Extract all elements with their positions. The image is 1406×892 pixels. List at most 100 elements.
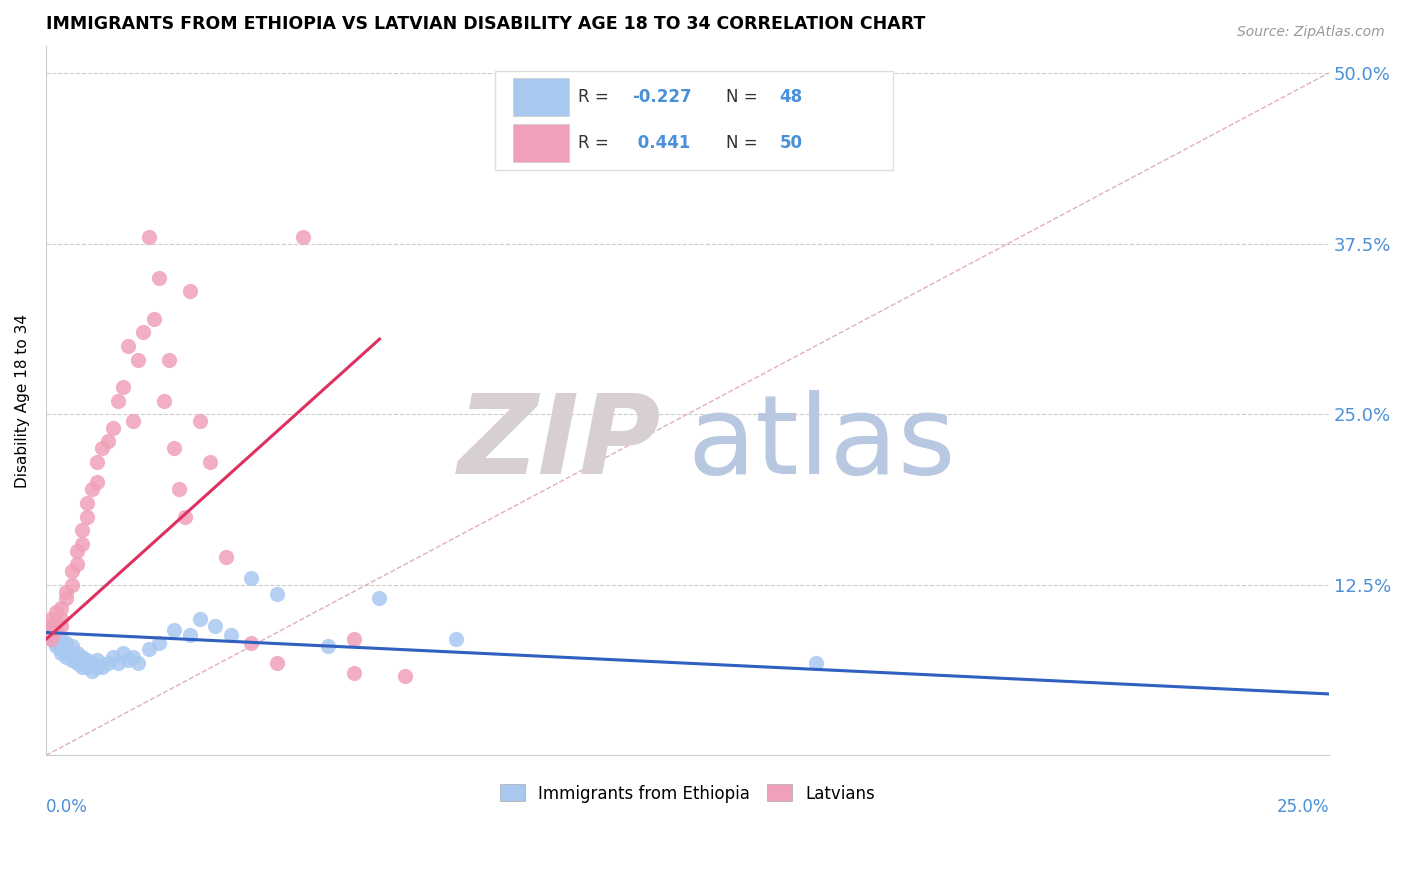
Point <box>45 623 67 637</box>
Point <box>39 632 62 647</box>
Point <box>204 618 226 632</box>
Point <box>70 523 93 537</box>
Point <box>76 653 98 667</box>
Point <box>96 434 118 449</box>
Point <box>188 612 211 626</box>
Point <box>60 653 83 667</box>
Point <box>91 659 114 673</box>
Point <box>394 669 416 683</box>
Point <box>107 393 129 408</box>
Point <box>138 641 160 656</box>
Point <box>55 591 77 606</box>
Point <box>55 636 77 650</box>
Point <box>804 656 827 670</box>
Point <box>51 601 73 615</box>
Point <box>142 311 165 326</box>
Point <box>266 656 288 670</box>
Point <box>66 656 89 670</box>
Point <box>127 352 149 367</box>
Point <box>179 285 201 299</box>
Point <box>343 666 366 681</box>
Point <box>51 612 73 626</box>
Point <box>45 625 67 640</box>
Text: 0.0%: 0.0% <box>46 798 87 816</box>
Point <box>169 482 191 496</box>
Point <box>38 625 60 640</box>
Point <box>55 650 77 665</box>
Point <box>291 229 314 244</box>
Point <box>39 623 62 637</box>
FancyBboxPatch shape <box>513 78 569 116</box>
Point <box>51 632 73 647</box>
Text: R =: R = <box>578 88 614 106</box>
Point <box>316 639 339 653</box>
Point <box>153 393 176 408</box>
Point <box>55 584 77 599</box>
Point <box>122 414 145 428</box>
Point <box>70 659 93 673</box>
Point <box>60 578 83 592</box>
Point <box>198 455 221 469</box>
Point <box>76 496 98 510</box>
Point <box>86 455 108 469</box>
Text: 48: 48 <box>780 88 803 106</box>
Point <box>219 628 242 642</box>
Point <box>240 571 263 585</box>
Point <box>45 615 67 629</box>
Point <box>45 605 67 619</box>
Point <box>45 639 67 653</box>
Point <box>60 646 83 660</box>
Point <box>39 632 62 647</box>
Point <box>38 628 60 642</box>
Point <box>60 639 83 653</box>
Point <box>101 650 124 665</box>
Point <box>39 612 62 626</box>
Text: R =: R = <box>578 135 614 153</box>
Point <box>82 664 104 678</box>
Text: 50: 50 <box>780 135 803 153</box>
Point <box>148 636 170 650</box>
Point <box>446 632 468 647</box>
Text: N =: N = <box>725 88 762 106</box>
Point <box>132 325 155 339</box>
Point <box>66 646 89 660</box>
Point <box>96 656 118 670</box>
Text: ZIP: ZIP <box>458 390 662 497</box>
Point <box>55 641 77 656</box>
Text: IMMIGRANTS FROM ETHIOPIA VS LATVIAN DISABILITY AGE 18 TO 34 CORRELATION CHART: IMMIGRANTS FROM ETHIOPIA VS LATVIAN DISA… <box>46 15 925 33</box>
Point <box>91 442 114 456</box>
Point <box>66 543 89 558</box>
Point <box>122 650 145 665</box>
Point <box>138 229 160 244</box>
Point <box>51 641 73 656</box>
Text: 25.0%: 25.0% <box>1277 798 1329 816</box>
Point <box>70 650 93 665</box>
Point <box>76 509 98 524</box>
Text: Source: ZipAtlas.com: Source: ZipAtlas.com <box>1237 25 1385 39</box>
Legend: Immigrants from Ethiopia, Latvians: Immigrants from Ethiopia, Latvians <box>492 776 883 811</box>
Text: N =: N = <box>725 135 762 153</box>
Point <box>111 646 134 660</box>
Point <box>39 618 62 632</box>
FancyBboxPatch shape <box>513 124 569 162</box>
Point <box>86 659 108 673</box>
Point <box>111 380 134 394</box>
Point <box>343 632 366 647</box>
Point <box>240 636 263 650</box>
Text: atlas: atlas <box>688 390 956 497</box>
Point <box>107 656 129 670</box>
Point <box>76 659 98 673</box>
Point <box>70 537 93 551</box>
Point <box>148 270 170 285</box>
Point <box>51 618 73 632</box>
Point <box>82 656 104 670</box>
Point <box>45 636 67 650</box>
Point <box>163 623 186 637</box>
Point <box>101 421 124 435</box>
FancyBboxPatch shape <box>495 70 893 169</box>
Point <box>368 591 391 606</box>
Text: 0.441: 0.441 <box>633 135 690 153</box>
Point <box>86 653 108 667</box>
Point <box>39 618 62 632</box>
Point <box>266 587 288 601</box>
